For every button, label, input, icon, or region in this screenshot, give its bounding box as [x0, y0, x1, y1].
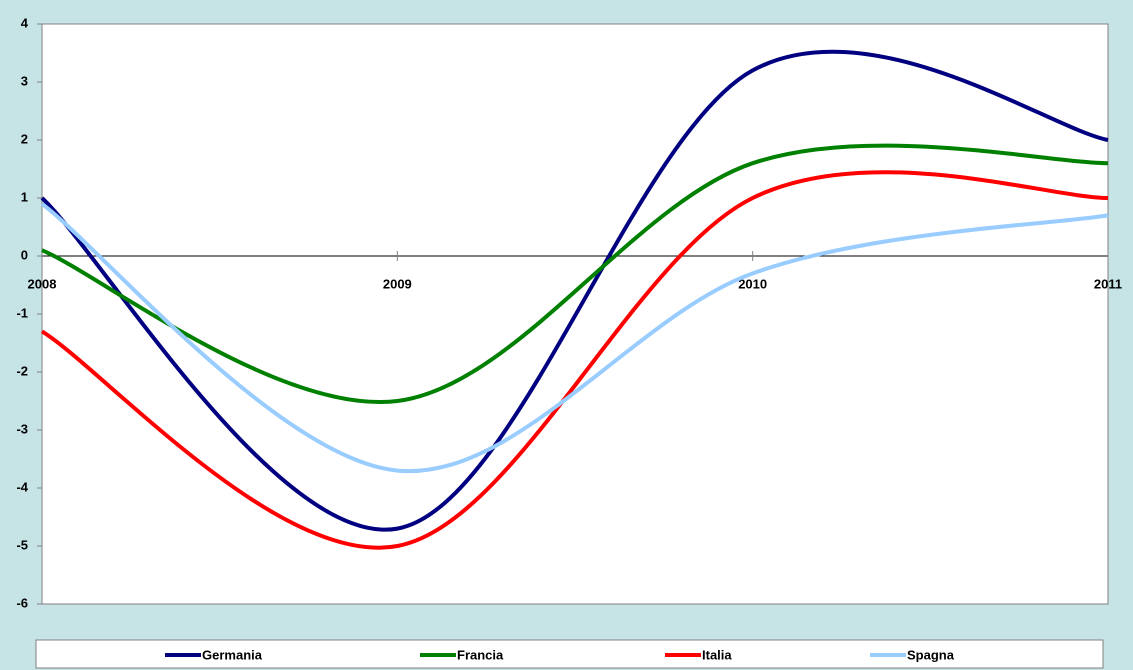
y-tick-label: -3	[16, 421, 28, 436]
y-tick-label: 0	[21, 247, 28, 262]
y-tick-label: 3	[21, 73, 28, 88]
y-tick-label: -4	[16, 479, 28, 494]
y-tick-label: -2	[16, 363, 28, 378]
y-tick-label: 4	[21, 15, 29, 30]
legend-label: Italia	[702, 647, 732, 662]
series-line	[40, 49, 1109, 532]
series-line	[41, 143, 1109, 405]
x-tick-label: 2010	[738, 276, 767, 291]
legend-label: Spagna	[907, 647, 955, 662]
y-tick-label: 1	[21, 189, 28, 204]
y-tick-label: 2	[21, 131, 28, 146]
x-tick-label: 2011	[1094, 276, 1122, 291]
legend-label: Germania	[202, 647, 263, 662]
x-tick-label: 2009	[383, 276, 412, 291]
legend-label: Francia	[457, 647, 504, 662]
y-tick-label: -6	[16, 595, 28, 610]
x-tick-label: 2008	[28, 276, 57, 291]
y-tick-label: -1	[16, 305, 28, 320]
legend	[35, 639, 1104, 669]
y-tick-label: -5	[16, 537, 28, 552]
series-line	[40, 202, 1109, 474]
